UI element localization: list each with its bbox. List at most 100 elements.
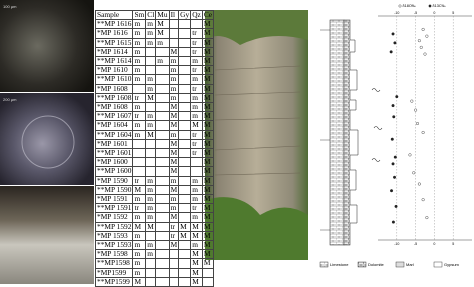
table-cell — [178, 19, 192, 30]
table-cell: m — [145, 28, 157, 39]
table-cell — [178, 249, 192, 260]
table-cell — [155, 276, 170, 287]
table-cell: M — [190, 120, 203, 131]
table-cell: M — [201, 120, 215, 131]
legend-swatch — [319, 261, 329, 268]
table-cell: m — [132, 129, 147, 140]
table-cell — [155, 65, 170, 76]
data-point — [425, 216, 429, 220]
table-cell — [168, 249, 180, 260]
table-cell — [155, 92, 170, 104]
data-point — [391, 32, 395, 36]
table-cell: m — [168, 175, 180, 186]
table-cell: m — [190, 74, 203, 85]
table-cell — [155, 129, 170, 140]
x-tick-label: -10 — [394, 11, 399, 15]
core-photo — [0, 186, 94, 284]
table-cell — [145, 138, 157, 150]
table-cell — [178, 148, 192, 159]
data-point — [391, 104, 395, 108]
table-row: *MP 1604 m m M M M — [94, 120, 215, 131]
table-cell — [155, 212, 170, 223]
table-cell — [155, 258, 170, 269]
table-cell: M — [168, 166, 180, 177]
table-cell — [201, 267, 215, 278]
data-point — [421, 198, 425, 202]
table-cell: *MP 1616 — [94, 28, 134, 39]
table-cell: m — [132, 37, 147, 48]
table-cell — [155, 194, 170, 205]
data-point — [391, 162, 395, 166]
table-cell: m — [145, 74, 157, 85]
table-row: *MP 1598 m m M M — [94, 249, 215, 260]
data-point — [423, 52, 427, 56]
table-cell — [178, 83, 192, 94]
legend-label: δ13C‰ — [433, 4, 446, 8]
table-cell: M — [201, 258, 215, 269]
table-cell — [155, 240, 170, 251]
table-cell — [155, 102, 170, 113]
table-cell — [178, 37, 192, 48]
data-point — [393, 175, 397, 179]
legend-label: Gypsum — [444, 262, 460, 267]
table-cell — [178, 184, 192, 196]
legend-label: δ18O‰ — [403, 4, 416, 8]
table-cell — [155, 221, 170, 232]
table-cell: m — [155, 37, 170, 48]
legend: Limestone Dolomite Marl Gypsum — [319, 261, 460, 268]
strat-column — [343, 19, 351, 246]
table-cell: M — [201, 175, 215, 186]
table-cell — [168, 267, 180, 278]
table-cell — [178, 175, 192, 186]
data-point — [392, 115, 396, 119]
table-cell — [178, 92, 192, 104]
header-cell: Qz — [190, 9, 203, 21]
bedding — [214, 65, 301, 176]
table-cell: **MP1598 — [94, 258, 134, 269]
table-cell: M — [145, 221, 157, 232]
table-cell: m — [145, 212, 157, 223]
x-tick-label: 0 — [433, 11, 435, 15]
table-cell — [132, 157, 147, 168]
table-cell: M — [190, 267, 203, 278]
strat-column — [329, 19, 345, 246]
table-cell — [178, 120, 192, 131]
table-cell — [145, 276, 157, 287]
table-cell: *MP 1590 — [94, 175, 134, 186]
table-cell — [155, 203, 170, 214]
table-cell — [178, 276, 192, 287]
table-cell: m — [168, 129, 180, 140]
table-cell: m — [132, 258, 147, 269]
x-tick-label: 5 — [452, 242, 454, 246]
table-cell: M — [201, 212, 215, 223]
table-cell — [155, 74, 170, 85]
table-cell: tr — [190, 37, 203, 48]
table-cell: *MP 1592 — [94, 212, 134, 223]
table-row: *MP 1608 m m tr M — [94, 83, 215, 94]
table-cell: M — [178, 221, 192, 232]
table-cell: m — [190, 175, 203, 186]
table-cell — [168, 37, 180, 48]
table-cell: M — [168, 212, 180, 223]
table-cell: M — [145, 129, 157, 140]
table-cell — [178, 74, 192, 85]
vegetation — [205, 197, 308, 260]
table-cell — [155, 249, 170, 260]
table-cell — [178, 56, 192, 67]
table-cell — [132, 148, 147, 159]
table-cell — [132, 166, 147, 177]
table-cell — [155, 166, 170, 177]
table-cell — [145, 166, 157, 177]
table-cell: **MP 1604 — [94, 129, 134, 140]
table-cell: m — [132, 120, 147, 131]
table-cell: m — [145, 120, 157, 131]
vegetation — [205, 10, 308, 45]
legend-swatch — [357, 261, 367, 268]
header-cell: Gy — [178, 9, 192, 21]
table-cell: *MP 1604 — [94, 120, 134, 131]
data-point — [412, 171, 416, 175]
